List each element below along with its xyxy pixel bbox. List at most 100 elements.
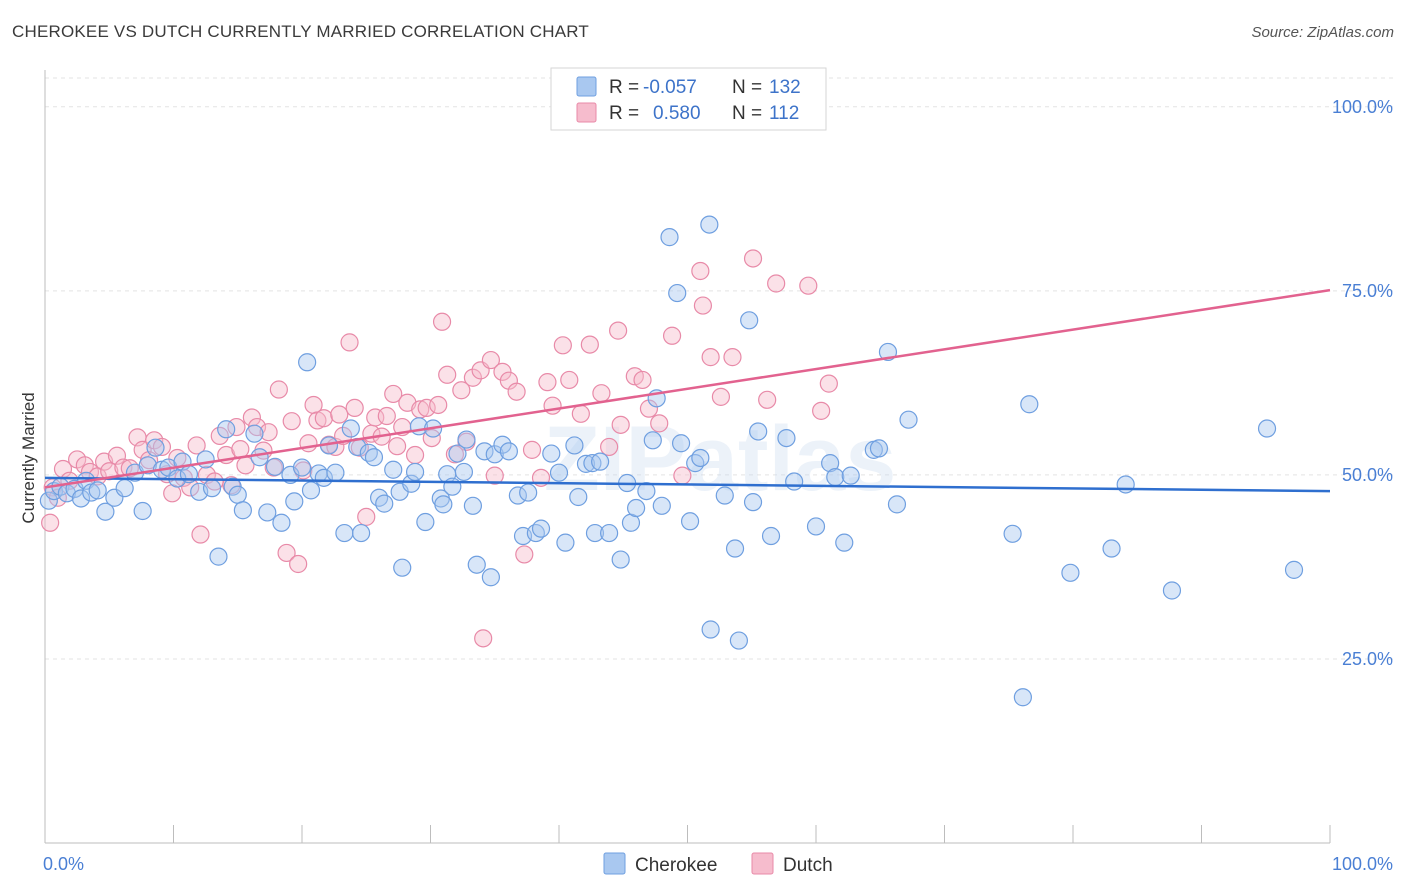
cherokee-point: [1013, 688, 1032, 707]
series-legend-swatch-cherokee: [603, 852, 626, 875]
dutch-point: [345, 398, 364, 418]
dutch-point: [600, 437, 619, 457]
cherokee-point: [485, 445, 504, 464]
dutch-point: [538, 373, 557, 392]
dutch-point: [693, 296, 713, 315]
cherokee-point: [228, 485, 247, 504]
y-axis-title: Currently Married: [19, 392, 38, 523]
dutch-point: [481, 350, 500, 370]
cherokee-point: [826, 468, 845, 487]
cherokee-point: [314, 468, 333, 487]
dutch-point: [107, 446, 127, 465]
cherokee-point: [115, 479, 134, 498]
cherokee-point: [370, 488, 389, 507]
cherokee-point: [691, 448, 710, 468]
cherokee-point: [301, 481, 321, 500]
cherokee-point: [196, 450, 215, 469]
cherokee-point: [591, 452, 610, 471]
cherokee-point: [1162, 581, 1182, 600]
cherokee-point: [821, 454, 840, 473]
cherokee-point: [668, 283, 687, 303]
dutch-point: [691, 261, 710, 281]
cherokee-point: [352, 523, 371, 543]
dutch-point: [429, 395, 448, 415]
cherokee-point: [585, 523, 605, 543]
dutch-point: [650, 414, 669, 433]
cherokee-point: [364, 448, 384, 467]
chart-title: CHEROKEE VS DUTCH CURRENTLY MARRIED CORR…: [12, 22, 590, 41]
dutch-point: [422, 428, 441, 448]
cherokee-point: [660, 228, 679, 247]
dutch-point: [743, 249, 763, 268]
legend-r-cherokee: -0.057: [643, 77, 697, 98]
cherokee-point: [715, 486, 734, 505]
x-tick-label: 100.0%: [1332, 854, 1393, 874]
cherokee-point: [531, 519, 551, 538]
cherokee-point: [138, 456, 157, 475]
dutch-point: [366, 408, 385, 427]
cherokee-point: [245, 424, 264, 443]
cherokee-point: [448, 444, 467, 463]
dutch-point: [553, 336, 572, 355]
cherokee-point: [743, 493, 763, 512]
cherokee-point: [565, 436, 584, 455]
legend-n-cherokee: 132: [769, 77, 801, 98]
dutch-point: [438, 365, 457, 384]
dutch-point: [269, 380, 288, 399]
cherokee-point: [701, 620, 720, 639]
cherokee-point: [740, 311, 759, 330]
dutch-point: [377, 406, 396, 426]
cherokee-point: [549, 463, 569, 482]
dutch-point: [662, 326, 682, 345]
cherokee-point: [519, 483, 538, 502]
cherokee-point: [96, 502, 115, 521]
cherokee-trend-line: [44, 476, 1331, 493]
cherokee-point: [209, 547, 228, 566]
cherokee-point: [233, 501, 252, 520]
dutch-point: [701, 348, 720, 367]
cherokee-point: [686, 454, 705, 473]
cherokee-point: [542, 444, 561, 463]
cherokee-point: [777, 428, 796, 448]
dutch-point: [723, 348, 742, 367]
legend-n-label: N =: [732, 103, 762, 124]
correlation-legend: R = -0.057 N = 132 R = 0.580 N = 112: [550, 67, 827, 131]
cherokee-point: [785, 472, 804, 491]
dutch-point: [452, 381, 471, 400]
y-tick-label: 50.0%: [1342, 465, 1393, 485]
dutch-point: [387, 437, 407, 456]
cherokee-point: [467, 555, 486, 574]
dutch-point: [277, 543, 296, 563]
dutch-point: [515, 545, 534, 564]
cherokee-point: [434, 495, 453, 514]
cherokee-point: [88, 481, 107, 500]
dutch-point: [592, 384, 611, 403]
cherokee-point: [841, 466, 860, 485]
cherokee-point: [583, 454, 602, 473]
cherokee-point: [1102, 539, 1121, 558]
cherokee-point: [887, 495, 907, 514]
legend-n-label: N =: [732, 77, 762, 98]
series-legend[interactable]: Cherokee Dutch: [603, 852, 833, 876]
cherokee-point: [611, 550, 630, 569]
dutch-point: [432, 312, 452, 331]
cherokee-point: [899, 410, 918, 429]
dutch-point: [463, 368, 483, 387]
cherokee-point: [680, 512, 700, 531]
dutch-point: [405, 445, 425, 465]
cherokee-point: [749, 422, 768, 441]
legend-r-dutch: 0.580: [653, 103, 701, 124]
cherokee-point: [806, 517, 826, 536]
legend-swatch-dutch: [576, 102, 597, 123]
x-tick-label: 0.0%: [43, 854, 84, 874]
cherokee-point: [1116, 475, 1135, 494]
dutch-point: [711, 387, 731, 406]
cherokee-point: [600, 523, 619, 543]
source-label: Source: ZipAtlas.com: [1251, 24, 1394, 41]
cherokee-point: [481, 568, 500, 587]
trend-lines: [44, 288, 1331, 493]
dutch-point: [758, 390, 777, 409]
dutch-point: [560, 370, 579, 390]
dutch-point: [474, 629, 493, 648]
